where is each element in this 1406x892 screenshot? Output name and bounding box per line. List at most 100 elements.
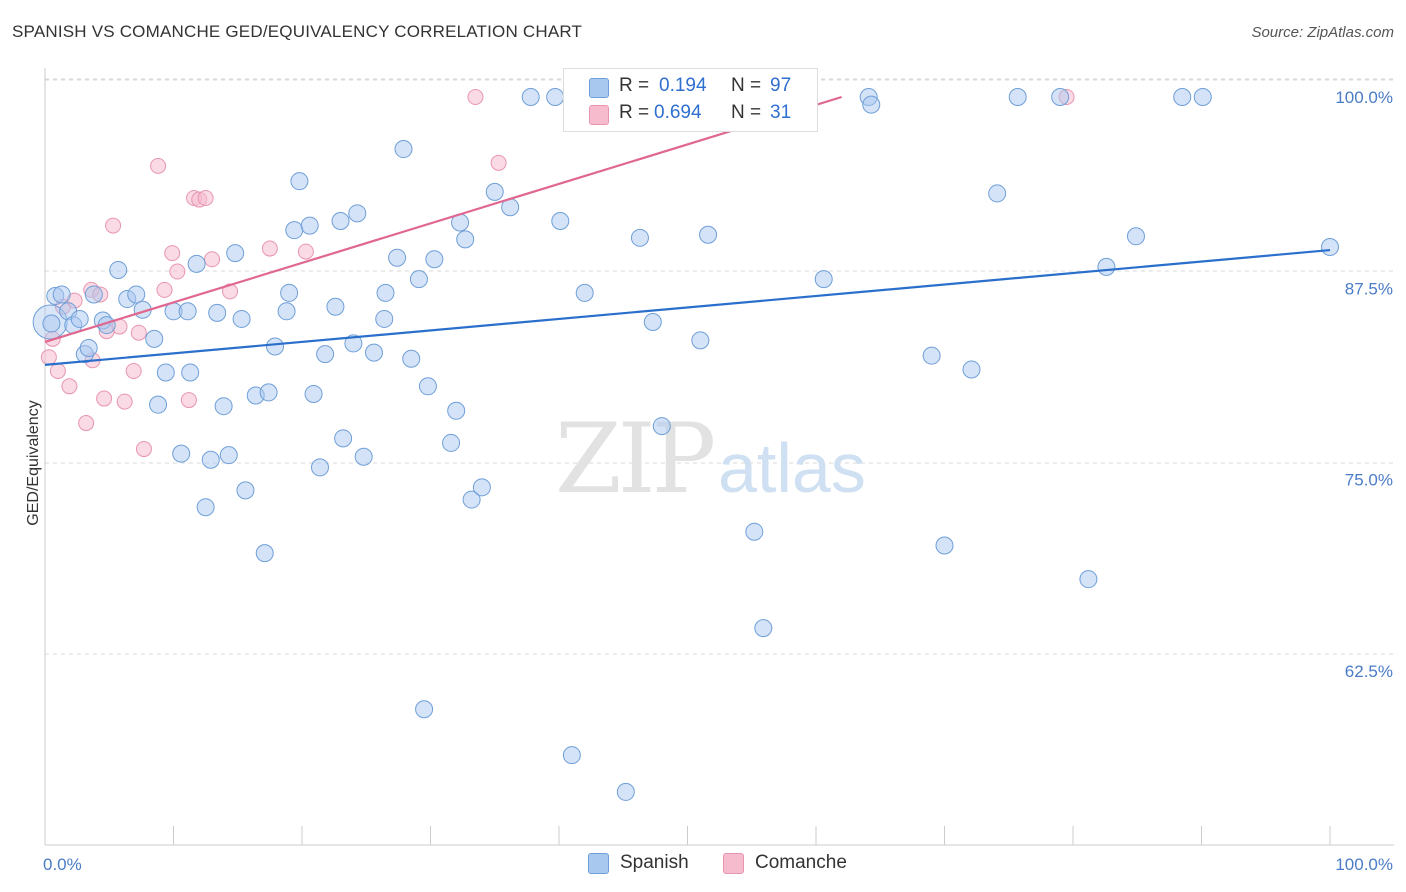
spanish-point — [415, 700, 434, 719]
spanish-point — [1097, 257, 1116, 276]
spanish-point — [402, 349, 421, 368]
spanish-point — [348, 204, 367, 223]
comanche-points — [40, 89, 1075, 458]
spanish-point — [259, 383, 278, 402]
spanish-point — [922, 346, 941, 365]
spanish-point — [300, 216, 319, 235]
spanish-point — [962, 360, 981, 379]
spanish-point — [1321, 238, 1339, 257]
spanish-points — [32, 88, 1339, 801]
spanish-point — [326, 297, 345, 316]
spanish-point — [109, 260, 128, 279]
bottom-legend-label-comanche: Comanche — [755, 852, 847, 873]
watermark: ZIP atlas — [555, 403, 866, 515]
spanish-point — [447, 401, 466, 420]
spanish-point — [394, 140, 413, 159]
bottom-legend-swatch-comanche — [723, 853, 744, 874]
comanche-point — [490, 154, 507, 171]
spanish-point — [84, 285, 103, 304]
spanish-point — [1008, 88, 1027, 106]
spanish-point — [418, 377, 437, 396]
spanish-point — [149, 395, 168, 414]
comanche-point — [61, 378, 78, 395]
spanish-point — [442, 433, 461, 452]
comanche-point — [297, 243, 314, 260]
comanche-point — [180, 392, 197, 409]
comanche-point — [467, 89, 484, 105]
spanish-point — [814, 270, 833, 289]
comanche-point — [78, 415, 95, 432]
spanish-point — [935, 536, 954, 555]
spanish-point — [79, 339, 98, 358]
spanish-point — [334, 429, 353, 448]
spanish-point — [1079, 570, 1098, 589]
y-tick-label: 100.0% — [1335, 88, 1393, 107]
spanish-point — [196, 498, 215, 517]
spanish-point — [546, 88, 565, 106]
spanish-point — [70, 309, 89, 328]
comanche-point — [261, 240, 278, 257]
legend-r-label: R = — [619, 75, 650, 96]
gridlines — [45, 78, 1394, 655]
spanish-point — [214, 397, 233, 416]
spanish-point — [376, 283, 395, 302]
spanish-point — [156, 363, 175, 382]
spanish-point — [1126, 227, 1145, 246]
spanish-point — [208, 303, 227, 322]
spanish-point — [1051, 88, 1070, 106]
comanche-point — [197, 190, 214, 207]
spanish-point — [52, 285, 71, 304]
comanche-point — [204, 251, 221, 268]
y-tick-label: 62.5% — [1345, 662, 1393, 681]
comanche-point — [96, 390, 113, 407]
spanish-point — [310, 458, 329, 477]
spanish-point — [652, 417, 671, 436]
spanish-point — [521, 88, 540, 106]
spanish-point — [462, 490, 481, 509]
spanish-point — [425, 250, 444, 269]
spanish-point — [630, 228, 649, 247]
spanish-trend-line — [44, 248, 1331, 366]
comanche-point — [116, 393, 133, 410]
spanish-point — [364, 343, 383, 362]
spanish-point — [266, 337, 285, 356]
comanche-point — [135, 441, 152, 458]
comanche-point — [150, 157, 167, 174]
trend-lines — [44, 95, 1331, 366]
spanish-point — [280, 283, 299, 302]
source-credit: Source: ZipAtlas.com — [1251, 24, 1394, 41]
spanish-point — [181, 363, 200, 382]
spanish-point — [277, 302, 296, 321]
comanche-point — [49, 362, 66, 379]
spanish-point — [178, 302, 197, 321]
legend-r-value-comanche: 0.694 — [654, 102, 702, 123]
spanish-point — [1193, 88, 1212, 106]
spanish-point — [1173, 88, 1192, 106]
spanish-point — [187, 254, 206, 273]
spanish-point — [472, 478, 491, 497]
spanish-point — [226, 244, 245, 263]
bottom-legend-label-spanish: Spanish — [620, 852, 689, 873]
spanish-point — [255, 544, 274, 563]
x-tick-label-min: 0.0% — [43, 855, 82, 874]
watermark-atlas: atlas — [718, 429, 866, 507]
legend-swatch-comanche — [589, 105, 609, 125]
spanish-point — [485, 182, 504, 201]
spanish-point — [304, 384, 323, 403]
spanish-point — [331, 211, 350, 230]
spanish-point — [409, 270, 428, 289]
legend-n-label: N = — [731, 102, 762, 123]
comanche-trend-line — [44, 95, 843, 343]
legend-n-label: N = — [731, 75, 762, 96]
spanish-point — [127, 285, 146, 304]
bottom-legend-swatch-spanish — [588, 853, 609, 874]
spanish-point — [754, 619, 773, 638]
legend-swatch-spanish — [589, 78, 609, 98]
comanche-point — [164, 245, 181, 262]
y-axis-label: GED/Equivalency — [25, 400, 42, 525]
spanish-point — [616, 782, 635, 801]
spanish-point — [344, 334, 363, 353]
spanish-point — [236, 481, 255, 500]
spanish-point — [699, 225, 718, 244]
